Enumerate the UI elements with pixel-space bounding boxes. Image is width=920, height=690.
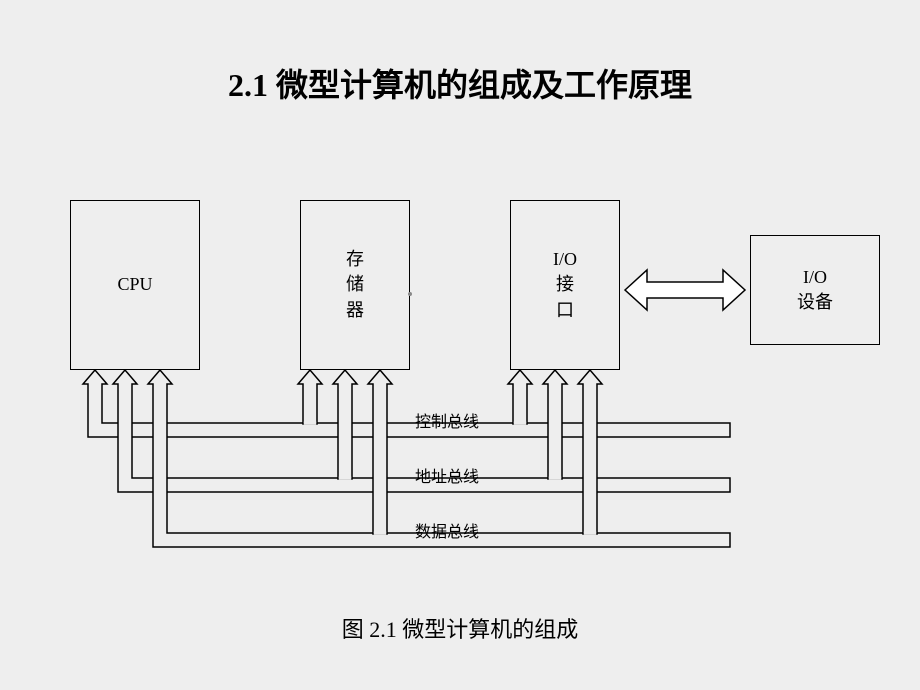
bus-label-data: 数据总线 (415, 518, 479, 542)
bus-label-control: 控制总线 (415, 408, 479, 432)
box-ioif-label: I/O 接 口 (553, 247, 577, 323)
figure-caption: 图 2.1 微型计算机的组成 (10, 612, 910, 644)
bus-label-address: 地址总线 (415, 463, 479, 487)
box-memory: 存 储 器 (300, 200, 410, 370)
box-memory-label: 存 储 器 (346, 247, 364, 323)
box-io-interface: I/O 接 口 (510, 200, 620, 370)
page-title: 2.1 微型计算机的组成及工作原理 (10, 60, 910, 106)
center-dot-icon (408, 292, 412, 296)
box-cpu-label: CPU (117, 272, 152, 297)
box-cpu: CPU (70, 200, 200, 370)
box-iodev-label: I/O 设备 (797, 265, 833, 315)
slide: 2.1 微型计算机的组成及工作原理 CPU 存 储 器 I/O 接 口 I/O … (10, 10, 910, 680)
box-io-device: I/O 设备 (750, 235, 880, 345)
